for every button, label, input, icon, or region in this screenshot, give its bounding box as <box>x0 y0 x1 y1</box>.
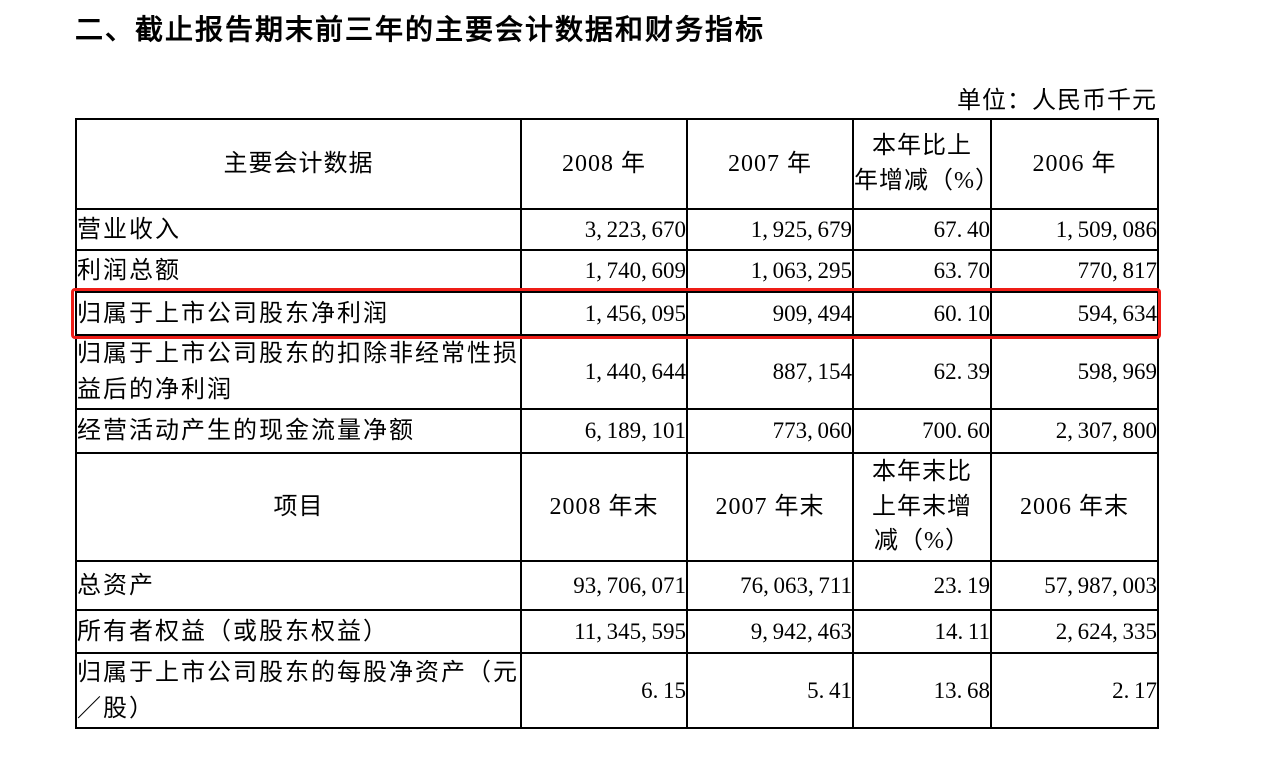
column-header: 项目 <box>75 452 522 562</box>
cell-value: 1, 509, 086 <box>990 208 1159 251</box>
row-label: 所有者权益（或股东权益） <box>75 609 522 654</box>
cell-value: 76, 063, 711 <box>686 560 854 611</box>
cell-value: 598, 969 <box>990 334 1159 410</box>
cell-value: 57, 987, 003 <box>990 560 1159 611</box>
financial-table-container: 主要会计数据 2008 年 2007 年本年比上 年增减（%） 2006 年营业收入 3… <box>71 118 1161 729</box>
cell-value: 3, 223, 670 <box>520 208 688 251</box>
table-row: 总资产 93, 706, 071 76, 063, 711 23. 19 57, 987… <box>75 560 1159 611</box>
column-header: 2006 年 <box>990 118 1159 210</box>
cell-value: 773, 060 <box>686 408 854 454</box>
cell-value: 2. 17 <box>990 652 1159 729</box>
cell-value: 93, 706, 071 <box>520 560 688 611</box>
table-row: 营业收入 3, 223, 670 1, 925, 679 67. 40 1, 509, … <box>75 208 1159 251</box>
cell-value: 14. 11 <box>852 609 992 654</box>
column-header: 本年比上 年增减（%） <box>852 118 992 210</box>
cell-value: 23. 19 <box>852 560 992 611</box>
table-row: 归属于上市公司股东净利润 1, 456, 095 909, 494 60. 10 594… <box>75 291 1159 336</box>
header-row: 主要会计数据 2008 年 2007 年本年比上 年增减（%） 2006 年 <box>75 118 1159 210</box>
table-row: 经营活动产生的现金流量净额 6, 189, 101 773, 060 700. 60 2… <box>75 408 1159 454</box>
cell-value: 594, 634 <box>990 291 1159 336</box>
row-label: 营业收入 <box>75 208 522 251</box>
column-header: 2007 年末 <box>686 452 854 562</box>
column-header: 2008 年末 <box>520 452 688 562</box>
table-row: 利润总额 1, 740, 609 1, 063, 295 63. 70 770, 817 <box>75 249 1159 293</box>
cell-value: 63. 70 <box>852 249 992 293</box>
header-row: 项目 2008 年末 2007 年末 本年末比 上年末增 减（%） 2006 年末 <box>75 452 1159 562</box>
cell-value: 770, 817 <box>990 249 1159 293</box>
column-header: 2007 年 <box>686 118 854 210</box>
row-label: 归属于上市公司股东的扣除非经常性损益后的净利润 <box>75 334 522 410</box>
cell-value: 2, 307, 800 <box>990 408 1159 454</box>
cell-value: 9, 942, 463 <box>686 609 854 654</box>
cell-value: 909, 494 <box>686 291 854 336</box>
cell-value: 1, 440, 644 <box>520 334 688 410</box>
row-label: 总资产 <box>75 560 522 611</box>
column-header: 本年末比 上年末增 减（%） <box>852 452 992 562</box>
financial-table: 主要会计数据 2008 年 2007 年本年比上 年增减（%） 2006 年营业收入 3… <box>75 118 1159 729</box>
table-row: 所有者权益（或股东权益） 11, 345, 595 9, 942, 463 14. 1… <box>75 609 1159 654</box>
cell-value: 1, 925, 679 <box>686 208 854 251</box>
unit-label: 单位：人民币千元 <box>957 88 1157 114</box>
row-label: 归属于上市公司股东净利润 <box>75 291 522 336</box>
table-row: 归属于上市公司股东的每股净资产（元／股） 6. 15 5. 41 13. 68 2. 1… <box>75 652 1159 729</box>
cell-value: 6. 15 <box>520 652 688 729</box>
row-label: 归属于上市公司股东的每股净资产（元／股） <box>75 652 522 729</box>
row-label: 经营活动产生的现金流量净额 <box>75 408 522 454</box>
section-title: 二、截止报告期末前三年的主要会计数据和财务指标 <box>75 14 766 45</box>
cell-value: 2, 624, 335 <box>990 609 1159 654</box>
cell-value: 13. 68 <box>852 652 992 729</box>
row-label: 利润总额 <box>75 249 522 293</box>
cell-value: 6, 189, 101 <box>520 408 688 454</box>
cell-value: 700. 60 <box>852 408 992 454</box>
cell-value: 1, 456, 095 <box>520 291 688 336</box>
column-header: 2006 年末 <box>990 452 1159 562</box>
cell-value: 11, 345, 595 <box>520 609 688 654</box>
cell-value: 1, 063, 295 <box>686 249 854 293</box>
table-row: 归属于上市公司股东的扣除非经常性损益后的净利润 1, 440, 644 887, 1… <box>75 334 1159 410</box>
cell-value: 60. 10 <box>852 291 992 336</box>
cell-value: 62. 39 <box>852 334 992 410</box>
cell-value: 5. 41 <box>686 652 854 729</box>
column-header: 2008 年 <box>520 118 688 210</box>
column-header: 主要会计数据 <box>75 118 522 210</box>
cell-value: 67. 40 <box>852 208 992 251</box>
cell-value: 887, 154 <box>686 334 854 410</box>
cell-value: 1, 740, 609 <box>520 249 688 293</box>
